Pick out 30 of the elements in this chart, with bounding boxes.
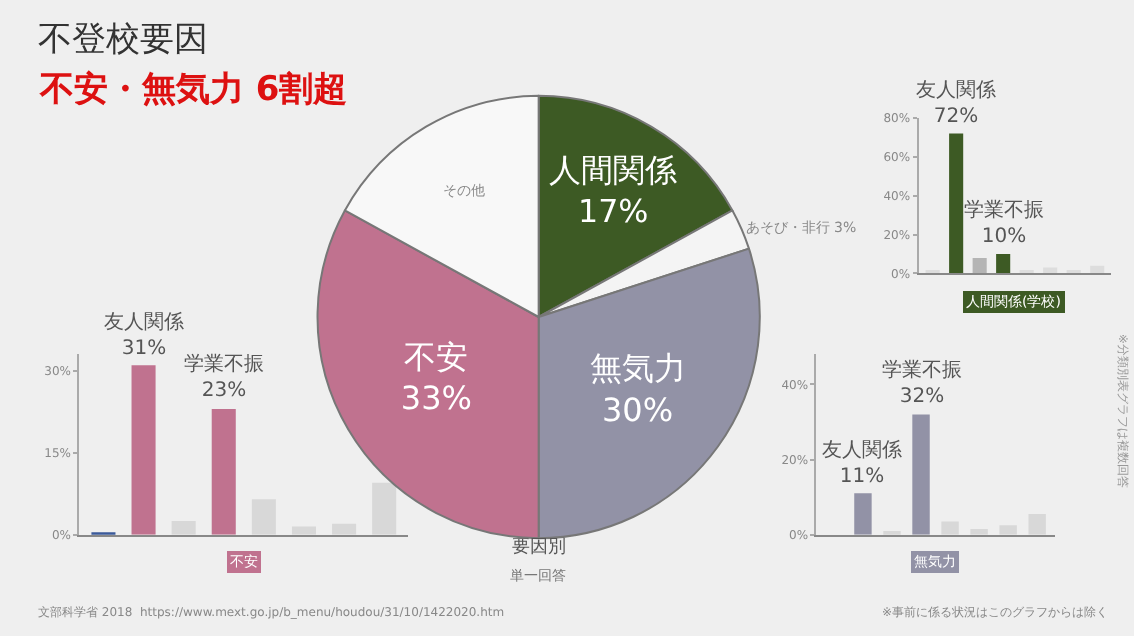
bar — [171, 521, 196, 535]
data-label: 友人関係 72% — [916, 78, 996, 128]
bar — [372, 482, 397, 535]
bar — [1028, 514, 1046, 535]
bar — [251, 499, 276, 535]
data-label: 30% — [601, 390, 674, 429]
bar — [912, 414, 930, 535]
bar — [970, 529, 988, 535]
slice-label: 人間関係 — [549, 151, 678, 190]
bar — [131, 365, 156, 535]
bar — [949, 133, 964, 274]
bar — [941, 521, 959, 535]
bar — [996, 254, 1011, 274]
bar — [999, 525, 1017, 535]
data-label: 友人関係 11% — [822, 438, 902, 488]
slice-label: 不安 — [404, 337, 469, 376]
text: 要因別 — [512, 536, 566, 558]
chart-title: 不登校要因 — [38, 20, 208, 60]
bar — [211, 408, 236, 535]
data-label: 17% — [578, 192, 649, 231]
chart-subtitle: 不安・無気力 6割超 — [38, 70, 348, 110]
data-label: 33% — [400, 379, 472, 418]
data-label: 学業不振 23% — [184, 352, 264, 402]
bar — [332, 523, 357, 535]
data-label: 友人関係 31% — [104, 310, 184, 360]
bar — [972, 257, 987, 274]
bar — [854, 493, 872, 535]
slice-label: 無気力 — [589, 349, 686, 388]
data-label: 学業不振 10% — [964, 198, 1044, 248]
data-label: 学業不振 32% — [882, 358, 962, 408]
